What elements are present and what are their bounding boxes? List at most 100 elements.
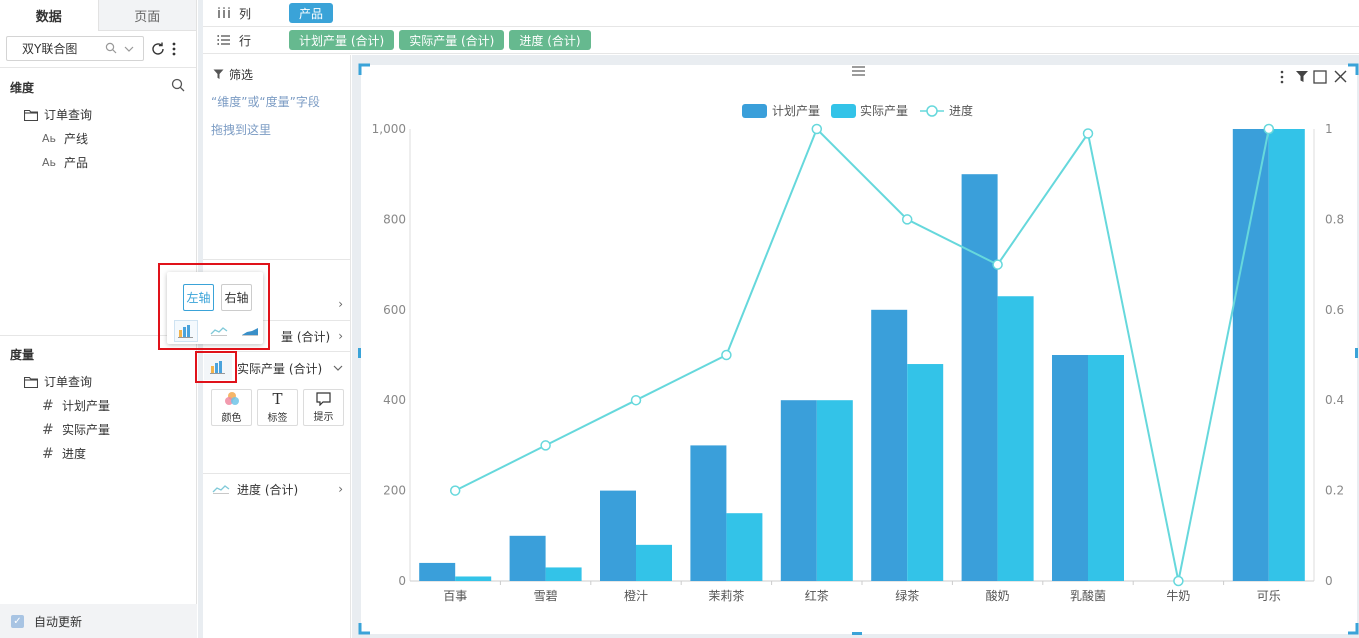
bar-actual[interactable] (997, 296, 1034, 581)
bar-planned[interactable] (600, 490, 636, 581)
field-label: 实际产量 (62, 423, 111, 437)
tooltip-property-button[interactable]: 提示 (303, 389, 344, 426)
progress-point[interactable] (449, 485, 461, 496)
tab-data[interactable]: 数据 (0, 0, 99, 31)
progress-point[interactable] (992, 259, 1003, 270)
bar-planned[interactable] (509, 535, 546, 581)
tab-page[interactable]: 页面 (98, 0, 196, 31)
refresh-icon[interactable] (150, 41, 166, 57)
selection-corner (1348, 623, 1359, 635)
y-right-tick-label: 0.2 (1325, 484, 1344, 498)
row-pill-planned[interactable]: 计划产量 (合计) (289, 30, 395, 50)
more-vertical-icon[interactable] (1280, 70, 1284, 84)
chevron-right-icon[interactable]: › (338, 482, 343, 496)
bar-planned[interactable] (1052, 355, 1088, 581)
bar-actual[interactable] (1088, 355, 1124, 581)
chevron-down-icon[interactable] (123, 43, 135, 55)
dimension-folder[interactable]: 订单查询 (24, 106, 92, 123)
bar-actual[interactable] (1268, 129, 1305, 581)
bar-actual[interactable] (726, 513, 763, 581)
auto-update-toggle[interactable]: ✓ 自动更新 (0, 604, 197, 638)
row-pill-progress[interactable]: 进度 (合计) (509, 30, 591, 50)
mark-row-actual[interactable]: 实际产量 (合计) (203, 351, 351, 384)
measure-field-actual[interactable]: # 实际产量 (42, 421, 110, 438)
y-left-tick-label: 200 (383, 484, 406, 498)
color-property-button[interactable]: 颜色 (211, 389, 252, 426)
progress-point[interactable] (1082, 128, 1094, 139)
right-axis-button[interactable]: 右轴 (221, 284, 252, 311)
progress-point[interactable] (540, 440, 551, 451)
actual-chart-type-button[interactable] (204, 354, 232, 380)
number-type-icon: # (42, 445, 54, 462)
selection-corner (1348, 63, 1359, 75)
resize-handle[interactable] (358, 348, 361, 358)
bar-type-option[interactable] (174, 320, 198, 342)
columns-shelf[interactable]: 列 产品 (203, 0, 1359, 27)
bar-planned[interactable] (1232, 129, 1269, 581)
column-pill-product[interactable]: 产品 (289, 3, 334, 23)
dataset-select[interactable]: 双Y联合图 (6, 36, 144, 61)
line-chart-option-icon[interactable] (210, 326, 228, 336)
chevron-down-icon[interactable] (333, 363, 343, 373)
area-chart-option-icon[interactable] (241, 326, 259, 336)
resize-handle[interactable] (1355, 348, 1358, 358)
bar-planned[interactable] (871, 309, 908, 581)
filter-icon (213, 69, 224, 79)
legend-swatch-planned[interactable] (742, 104, 767, 118)
chart-legend: 计划产量 实际产量 进度 (742, 103, 973, 118)
progress-point[interactable] (721, 349, 732, 361)
axis-type-popup: 左轴 右轴 (167, 272, 263, 344)
legend-swatch-progress[interactable] (920, 105, 944, 117)
drag-handle-icon[interactable] (852, 66, 865, 76)
legend-label-planned: 计划产量 (772, 104, 820, 118)
left-axis-button[interactable]: 左轴 (183, 284, 214, 311)
row-pill-actual[interactable]: 实际产量 (合计) (399, 30, 505, 50)
bar-actual[interactable] (907, 364, 944, 581)
auto-update-label: 自动更新 (34, 614, 83, 629)
measure-field-progress[interactable]: # 进度 (42, 445, 86, 462)
mark-row-progress[interactable]: 进度 (合计) › (203, 473, 351, 504)
filter-icon[interactable] (1296, 71, 1308, 82)
progress-point[interactable] (1173, 575, 1184, 587)
resize-handle[interactable] (852, 632, 862, 635)
dimension-field-line[interactable]: Aь 产线 (42, 130, 88, 147)
y-left-tick-label: 1,000 (372, 122, 406, 136)
columns-label: 列 (239, 6, 252, 21)
close-icon[interactable] (1334, 70, 1347, 83)
panel-tabs: 数据 页面 (0, 0, 196, 31)
progress-point[interactable] (630, 394, 642, 406)
search-dimension-icon[interactable] (171, 78, 185, 92)
highlight-chart-type-box (195, 351, 237, 383)
measure-folder[interactable]: 订单查询 (24, 373, 92, 390)
bar-planned[interactable] (780, 400, 817, 581)
mark-row-all[interactable]: › (203, 259, 351, 320)
label-property-button[interactable]: T 标签 (257, 389, 298, 426)
y-right-tick-label: 0.8 (1325, 212, 1344, 226)
bar-planned[interactable] (419, 562, 456, 581)
maximize-icon[interactable] (1313, 70, 1327, 84)
progress-point[interactable] (901, 214, 913, 225)
chevron-right-icon[interactable]: › (338, 329, 343, 343)
rows-shelf[interactable]: 行 计划产量 (合计) 实际产量 (合计) 进度 (合计) (203, 27, 1359, 54)
checkbox-checked-icon[interactable]: ✓ (11, 614, 24, 628)
filter-dropzone[interactable]: “维度”或“度量”字段 拖拽到这里 (211, 88, 351, 144)
bar-actual[interactable] (545, 567, 582, 581)
mark-row-progress-label: 进度 (合计) (237, 482, 299, 497)
bar-actual[interactable] (455, 576, 492, 581)
bar-actual[interactable] (636, 544, 672, 581)
bar-actual[interactable] (816, 400, 853, 581)
bar-planned[interactable] (690, 445, 727, 581)
number-type-icon: # (42, 421, 54, 438)
mark-row-planned[interactable]: 量 (合计) › (203, 320, 351, 351)
dual-axis-chart: 计划产量 实际产量 进度 0 200 400 600 800 1,000 0 0.2 0.4 0.… (358, 63, 1359, 635)
y-left-tick-label: 600 (383, 303, 406, 317)
bar-planned[interactable] (961, 174, 998, 581)
legend-swatch-actual[interactable] (831, 104, 856, 118)
measure-field-planned[interactable]: # 计划产量 (42, 397, 110, 414)
progress-point[interactable] (811, 123, 823, 135)
mark-row-planned-label: 量 (合计) (281, 329, 331, 344)
more-vertical-icon[interactable] (170, 41, 178, 57)
dimension-field-product[interactable]: Aь 产品 (42, 154, 88, 171)
progress-point[interactable] (1263, 123, 1275, 135)
search-icon[interactable] (105, 42, 117, 54)
